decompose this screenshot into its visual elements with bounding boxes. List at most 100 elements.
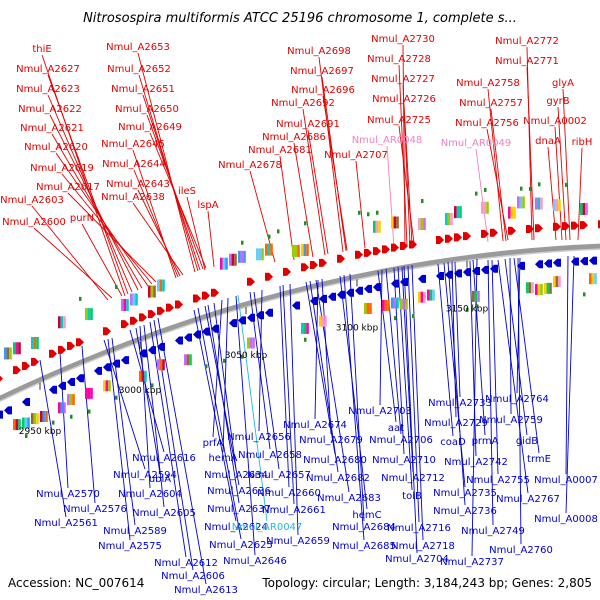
gene-label[interactable]: ribH xyxy=(572,137,593,148)
gene-label[interactable]: Nmul_AR0049 xyxy=(441,138,512,149)
gene-label[interactable]: Nmul_A2627 xyxy=(16,64,80,75)
gene-label[interactable]: Nmul_A2656 xyxy=(227,432,291,443)
gene-label[interactable]: Nmul_A2624 xyxy=(204,522,268,533)
gene-label[interactable]: Nmul_A2756 xyxy=(455,118,519,129)
gene-label[interactable]: Nmul_A2681 xyxy=(248,145,312,156)
gene-label[interactable]: Nmul_A2678 xyxy=(218,160,282,171)
gene-label[interactable]: Nmul_A2726 xyxy=(372,94,436,105)
gene-label[interactable]: Nmul_A0007 xyxy=(534,475,598,486)
gene-label[interactable]: Nmul_A2725 xyxy=(367,115,431,126)
gene-label[interactable]: Nmul_A2692 xyxy=(271,98,335,109)
gene-label[interactable]: Nmul_A2757 xyxy=(459,98,523,109)
gene-label[interactable]: prmA xyxy=(472,436,499,447)
gene-label[interactable]: Nmul_A2657 xyxy=(247,470,311,481)
gene-label[interactable]: Nmul_A2645 xyxy=(101,139,165,150)
gene-label[interactable]: Nmul_A2683 xyxy=(317,493,381,504)
gene-label[interactable]: Nmul_A2704 xyxy=(385,554,449,565)
gene-label[interactable]: Nmul_A2680 xyxy=(303,455,367,466)
gene-label[interactable]: Nmul_A2758 xyxy=(456,78,520,89)
gene-label[interactable]: thiE xyxy=(32,44,51,55)
gene-label[interactable]: Nmul_A2659 xyxy=(266,536,330,547)
gene-label[interactable]: Nmul_A2649 xyxy=(118,122,182,133)
gene-label[interactable]: Nmul_A2651 xyxy=(111,84,175,95)
gene-label[interactable]: Nmul_A2728 xyxy=(367,54,431,65)
gene-label[interactable]: Nmul_A2706 xyxy=(369,435,433,446)
gene-label[interactable]: glyA xyxy=(552,78,574,89)
gene-label[interactable]: Nmul_A2612 xyxy=(154,558,218,569)
gene-label[interactable]: Nmul_A2716 xyxy=(387,523,451,534)
gene-label[interactable]: Nmul_A2619 xyxy=(30,163,94,174)
gene-label[interactable]: Nmul_A2760 xyxy=(489,545,553,556)
gene-label[interactable]: Nmul_A2613 xyxy=(174,585,238,596)
gene-label[interactable]: Nmul_A2730 xyxy=(371,34,435,45)
gene-label[interactable]: gidB xyxy=(516,436,538,447)
gene-label[interactable]: prfA xyxy=(203,438,224,449)
gene-label[interactable]: Nmul_AR0047 xyxy=(232,522,303,533)
gene-label[interactable]: Nmul_A2576 xyxy=(63,504,127,515)
gene-label[interactable]: Nmul_A2600 xyxy=(2,217,66,228)
gene-label[interactable]: Nmul_A2749 xyxy=(461,526,525,537)
gene-label[interactable]: purN xyxy=(70,213,94,224)
gene-label[interactable]: Nmul_A2772 xyxy=(495,36,559,47)
gene-label[interactable]: lspA xyxy=(197,200,218,211)
gene-label[interactable]: Nmul_A2707 xyxy=(324,150,388,161)
gene-label[interactable]: Nmul_A2727 xyxy=(371,74,435,85)
gene-label[interactable]: Nmul_A2575 xyxy=(98,541,162,552)
gene-label[interactable]: Nmul_A2621 xyxy=(20,123,84,134)
gene-label[interactable]: Nmul_A2703 xyxy=(348,406,412,417)
gene-label[interactable]: Nmul_A2674 xyxy=(283,420,347,431)
gene-label[interactable]: dnaA xyxy=(535,136,561,147)
gene-label[interactable]: Nmul_A2652 xyxy=(107,64,171,75)
gene-label[interactable]: Nmul_A2660 xyxy=(257,488,321,499)
gene-label[interactable]: Nmul_A2710 xyxy=(372,455,436,466)
gene-label[interactable]: Nmul_A2644 xyxy=(102,159,166,170)
gene-label[interactable]: Nmul_A2735 xyxy=(433,488,497,499)
gene-label[interactable]: gyrB xyxy=(546,96,569,107)
gene-label[interactable]: Nmul_A2634 xyxy=(204,470,268,481)
gene-label[interactable]: Nmul_A2685 xyxy=(332,541,396,552)
gene-label[interactable]: Nmul_A2653 xyxy=(106,42,170,53)
gene-label[interactable]: Nmul_A2605 xyxy=(132,508,196,519)
gene-label[interactable]: Nmul_AR0048 xyxy=(352,135,423,146)
gene-label[interactable]: Nmul_A2637 xyxy=(207,504,271,515)
gene-label[interactable]: Nmul_A2616 xyxy=(132,453,196,464)
gene-label[interactable]: hemC xyxy=(352,510,381,521)
gene-label[interactable]: aat xyxy=(388,423,404,434)
gene-label[interactable]: Nmul_A2697 xyxy=(290,66,354,77)
gene-label[interactable]: Nmul_A2698 xyxy=(287,46,351,57)
gene-label[interactable]: Nmul_A2682 xyxy=(306,473,370,484)
gene-label[interactable]: Nmul_A2729 xyxy=(424,418,488,429)
gene-label[interactable]: Nmul_A2733 xyxy=(428,398,492,409)
gene-label[interactable]: ileS xyxy=(178,186,196,197)
gene-label[interactable]: Nmul_A2684 xyxy=(332,522,396,533)
gene-label[interactable]: Nmul_A2696 xyxy=(291,85,355,96)
gene-label[interactable]: Nmul_A2603 xyxy=(0,195,64,206)
gene-label[interactable]: Nmul_A2718 xyxy=(391,541,455,552)
gene-label[interactable]: hemA xyxy=(208,453,237,464)
gene-label[interactable]: Nmul_A2759 xyxy=(479,415,543,426)
gene-label[interactable]: Nmul_A2764 xyxy=(485,394,549,405)
gene-label[interactable]: Nmul_A2755 xyxy=(466,475,530,486)
gene-label[interactable]: coaD xyxy=(440,437,466,448)
gene-label[interactable]: Nmul_A2622 xyxy=(18,104,82,115)
gene-label[interactable]: Nmul_A2658 xyxy=(238,450,302,461)
gene-label[interactable]: Nmul_A2638 xyxy=(101,192,165,203)
gene-label[interactable]: Nmul_A2625 xyxy=(209,540,273,551)
gene-label[interactable]: Nmul_A2623 xyxy=(16,84,80,95)
gene-label[interactable]: Nmul_A2604 xyxy=(118,489,182,500)
gene-label[interactable]: Nmul_A2650 xyxy=(115,104,179,115)
gene-label[interactable]: Nmul_A2636 xyxy=(207,486,271,497)
gene-label[interactable]: Nmul_A0002 xyxy=(523,116,587,127)
gene-label[interactable]: Nmul_A2661 xyxy=(262,505,326,516)
gene-label[interactable]: Nmul_A2686 xyxy=(262,132,326,143)
gene-label[interactable]: Nmul_A2742 xyxy=(444,457,508,468)
gene-label[interactable]: Nmul_A2646 xyxy=(223,556,287,567)
gene-label[interactable]: Nmul_A2712 xyxy=(381,473,445,484)
gene-label[interactable]: ubiA xyxy=(149,474,171,485)
gene-label[interactable]: Nmul_A2736 xyxy=(433,506,497,517)
gene-label[interactable]: Nmul_A2691 xyxy=(276,119,340,130)
gene-label[interactable]: Nmul_A2594 xyxy=(113,470,177,481)
gene-label[interactable]: Nmul_A2620 xyxy=(24,142,88,153)
gene-label[interactable]: trmE xyxy=(527,454,551,465)
gene-label[interactable]: Nmul_A0008 xyxy=(534,514,598,525)
